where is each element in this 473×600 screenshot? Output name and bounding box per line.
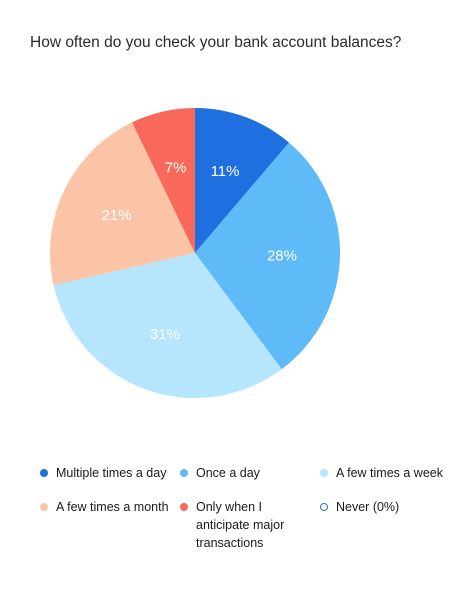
pie-slice-1: [195, 142, 340, 370]
legend-label: Never (0%): [336, 500, 400, 514]
legend-marker-4: [180, 503, 188, 511]
legend-marker-0: [40, 469, 48, 477]
legend-label: A few times a week: [336, 466, 443, 480]
pie-data-label-4: 7%: [165, 160, 187, 177]
pie-slice-0: [195, 108, 289, 253]
pie-slice-2: [53, 253, 282, 398]
legend-item: Never (0%): [320, 498, 450, 552]
pie-data-label-3: 21%: [102, 207, 132, 224]
pie-slices: [50, 108, 340, 398]
pie-data-labels: 11% 28% 31% 21% 7%: [102, 160, 297, 343]
pie-data-label-2: 31%: [150, 326, 180, 343]
legend-item: Multiple times a day: [40, 464, 170, 482]
legend-label: Multiple times a day: [56, 466, 167, 480]
legend-label: Only when I anticipate major transaction…: [196, 500, 285, 550]
legend-marker-2: [320, 469, 328, 477]
chart-title: How often do you check your bank account…: [30, 34, 402, 51]
legend-item: Only when I anticipate major transaction…: [180, 498, 310, 552]
pie-slice-4: [132, 108, 195, 253]
legend-marker-5: [320, 503, 328, 511]
legend: Multiple times a day Once a day A few time…: [40, 464, 460, 552]
legend-item: A few times a month: [40, 498, 170, 552]
pie-slice-3: [50, 122, 196, 286]
pie-data-label-0: 11%: [211, 163, 240, 180]
legend-item: A few times a week: [320, 464, 450, 482]
legend-item: Once a day: [180, 464, 310, 482]
legend-label: Once a day: [196, 466, 260, 480]
legend-marker-3: [40, 503, 48, 511]
legend-marker-1: [180, 469, 188, 477]
pie-data-label-1: 28%: [267, 247, 297, 264]
legend-label: A few times a month: [56, 500, 169, 514]
